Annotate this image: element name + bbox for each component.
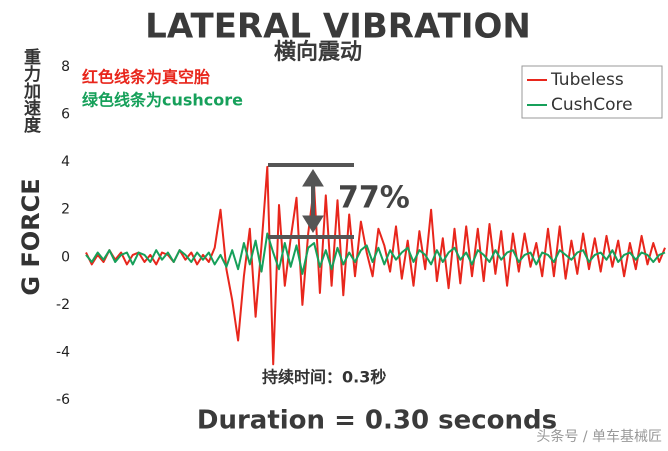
y-axis-label: G FORCE xyxy=(17,178,45,295)
chart-title: LATERAL VIBRATION xyxy=(145,7,531,47)
watermark: 头条号 / 单车基械匠 xyxy=(536,428,662,445)
y-tick-label: 0 xyxy=(61,249,70,265)
y-tick-label: -4 xyxy=(56,344,70,360)
y-tick-label: -6 xyxy=(56,392,70,408)
y-tick-label: 2 xyxy=(61,202,70,218)
plot xyxy=(85,165,666,366)
legend-label: Tubeless xyxy=(550,70,624,90)
y-tick-label: 4 xyxy=(61,154,70,170)
y-label-cn: 重力加速度 xyxy=(20,47,42,134)
annotation: 红色线条为真空胎 xyxy=(82,68,210,87)
annotation: 绿色线条为cushcore xyxy=(82,91,243,110)
legend-box xyxy=(521,65,663,119)
y-tick-label: 8 xyxy=(61,59,70,75)
legend: Tubeless CushCore xyxy=(521,65,663,119)
legend-label: CushCore xyxy=(551,95,633,115)
x-axis-label: Duration = 0.30 seconds xyxy=(197,406,557,436)
chart-subtitle: 横向震动 xyxy=(274,39,362,65)
annotation: 持续时间：0.3秒 xyxy=(262,368,386,387)
y-tick-label: -2 xyxy=(56,297,70,313)
annotation: 77% xyxy=(338,181,410,216)
arrow-head xyxy=(302,215,324,233)
series-line xyxy=(85,232,666,275)
arrow-head xyxy=(302,169,324,187)
annotation-bracket xyxy=(268,163,354,239)
y-tick-label: 6 xyxy=(61,107,70,123)
